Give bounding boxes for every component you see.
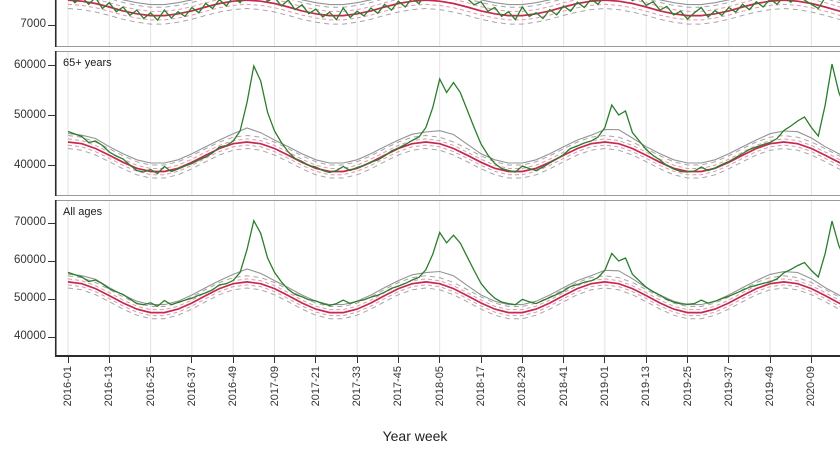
x-tick-mark [397, 356, 399, 363]
x-tick-label: 2018-05 [433, 366, 446, 407]
x-tick-mark [810, 356, 812, 363]
x-tick-label: 2017-33 [351, 366, 364, 407]
upper-inner-band-line [96, 0, 840, 12]
x-tick-mark [150, 356, 152, 363]
x-tick-label: 2016-49 [227, 366, 240, 407]
x-tick-label: 2016-13 [103, 366, 116, 407]
x-axis-title: Year week [382, 428, 448, 444]
observed-deaths-line [67, 218, 840, 307]
x-tick-label: 2018-29 [516, 366, 529, 407]
x-tick-mark [67, 356, 69, 363]
x-tick-label: 2019-37 [722, 366, 735, 407]
lower-outer-band-line [67, 287, 840, 320]
threshold-line [67, 268, 840, 306]
baseline-line [67, 281, 840, 314]
x-tick-label: 2019-13 [640, 366, 653, 407]
x-tick-mark [108, 356, 110, 363]
x-tick-label: 2016-25 [144, 366, 157, 407]
x-axis-line [55, 355, 840, 357]
lower-inner-band-line [67, 144, 840, 176]
threshold-line [67, 127, 840, 164]
panel-title-all-ages: All ages [63, 206, 103, 218]
x-tick-mark [439, 356, 441, 363]
observed-deaths-line [71, 0, 825, 22]
x-tick-mark [356, 356, 358, 363]
panel-age-15-64-cropped [54, 0, 840, 47]
x-tick-mark [604, 356, 606, 363]
x-tick-mark [769, 356, 771, 363]
x-tick-label: 2017-21 [309, 366, 322, 407]
baseline-line [67, 141, 840, 173]
panel-age-65-plus [54, 51, 840, 196]
x-tick-label: 2016-37 [185, 366, 198, 407]
x-tick-mark [645, 356, 647, 363]
lower-outer-band-line [67, 7, 840, 25]
x-tick-label: 2020-09 [805, 366, 818, 407]
threshold-line [121, 0, 840, 6]
observed-deaths-line [67, 63, 840, 175]
x-tick-label: 2017-45 [392, 366, 405, 407]
x-tick-mark [728, 356, 730, 363]
x-tick-label: 2019-25 [681, 366, 694, 407]
x-tick-mark [687, 356, 688, 363]
x-tick-mark [232, 356, 234, 363]
x-tick-mark [480, 356, 482, 363]
x-tick-label: 2017-09 [268, 366, 281, 407]
x-tick-label: 2018-41 [557, 366, 570, 407]
x-tick-label: 2019-01 [598, 366, 611, 407]
x-tick-mark [521, 356, 523, 363]
x-tick-mark [315, 356, 317, 363]
upper-inner-band-line [67, 138, 840, 169]
upper-outer-band-line [67, 275, 840, 307]
x-tick-label: 2016-01 [62, 366, 74, 407]
x-tick-label: 2018-17 [475, 366, 487, 407]
x-tick-label: 2019-49 [764, 366, 777, 407]
x-tick-mark [563, 356, 565, 363]
x-tick-mark [274, 356, 275, 363]
upper-outer-band-line [67, 134, 840, 166]
baseline-line [67, 0, 840, 17]
panel-all-ages [54, 200, 840, 356]
panel-title-65-plus: 65+ years [63, 57, 112, 69]
lower-outer-band-line [67, 147, 840, 179]
x-tick-mark [191, 356, 193, 363]
